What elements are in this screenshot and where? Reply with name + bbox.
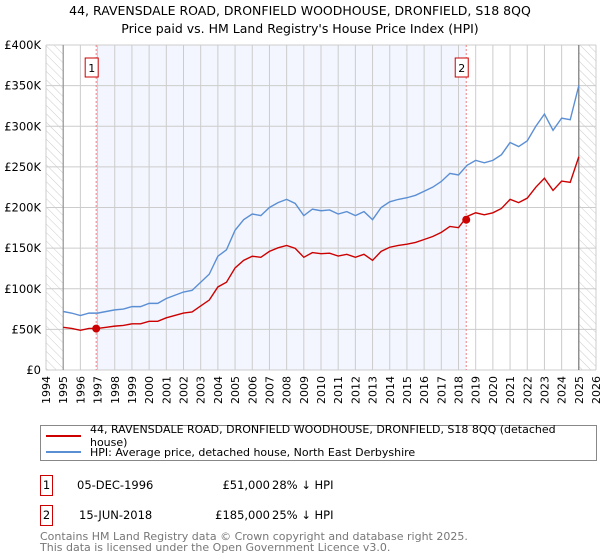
legend-blue-line — [46, 451, 81, 453]
x-tick-label: 2010 — [315, 376, 328, 404]
x-tick-label: 2015 — [401, 376, 414, 404]
legend-property: 44, RAVENSDALE ROAD, DRONFIELD WOODHOUSE… — [89, 423, 556, 449]
sale-label-box — [454, 57, 469, 78]
x-tick-label: 2023 — [538, 376, 551, 404]
transaction-row: 2 15-JUN-2018 £185,000 25% ↓ HPI — [40, 505, 440, 527]
sale-label: 1 — [88, 62, 95, 75]
x-tick-label: 2019 — [470, 376, 483, 404]
sale-point — [92, 324, 101, 333]
legend-hpi: HPI: Average price, detached house, Nort… — [90, 445, 416, 459]
transaction-date: 15-JUN-2018 — [79, 508, 153, 522]
transaction-price: £51,000 — [222, 478, 270, 492]
x-tick-label: 2024 — [556, 376, 569, 404]
x-tick-label: 2012 — [349, 376, 362, 404]
x-tick-label: 1995 — [57, 376, 70, 404]
chart-title: 44, RAVENSDALE ROAD, DRONFIELD WOODHOUSE… — [69, 3, 531, 18]
x-tick-label: 2014 — [384, 376, 397, 404]
y-tick-label: £100K — [4, 282, 41, 296]
footer-line-1: Contains HM Land Registry data © Crown c… — [40, 530, 468, 543]
transaction-delta: 28% ↓ HPI — [272, 478, 334, 492]
x-tick-label: 1997 — [92, 376, 105, 404]
transaction-date: 05-DEC-1996 — [77, 478, 154, 492]
x-tick-label: 2013 — [367, 376, 380, 404]
y-tick-label: £150K — [4, 241, 41, 255]
x-tick-label: 2022 — [521, 376, 534, 404]
y-tick-label: £0 — [26, 363, 41, 377]
sale-point — [462, 215, 471, 224]
x-tick-label: 2000 — [143, 376, 156, 404]
x-tick-label: 2026 — [590, 376, 600, 404]
price-chart: 1994 1995 1996 1997 1998 1999 2000 2001 2002 2003… — [4, 38, 600, 404]
x-tick-label: 2017 — [435, 376, 448, 404]
x-tick-label: 1994 — [40, 376, 53, 404]
x-tick-label: 2008 — [281, 376, 294, 404]
x-tick-label: 2005 — [229, 376, 242, 404]
y-tick-label: £400K — [4, 38, 41, 52]
chart-legend: 44, RAVENSDALE ROAD, DRONFIELD WOODHOUSE… — [40, 423, 597, 461]
y-tick-label: £50K — [12, 322, 42, 336]
property-line — [63, 156, 580, 331]
x-tick-label: 1998 — [109, 376, 122, 404]
x-tick-label: 2004 — [212, 376, 225, 404]
legend-red-line — [46, 435, 81, 437]
x-tick-label: 2001 — [160, 376, 173, 404]
transaction-badge: 1 — [40, 475, 53, 496]
x-tick-label: 2007 — [263, 376, 276, 404]
x-tick-label: 2016 — [418, 376, 431, 404]
y-tick-label: £300K — [4, 119, 41, 133]
chart-subtitle: Price paid vs. HM Land Registry's House … — [121, 21, 479, 36]
transaction-row: 1 05-DEC-1996 £51,000 28% ↓ HPI — [40, 475, 440, 497]
x-tick-label: 2025 — [573, 376, 586, 404]
x-tick-label: 2006 — [246, 376, 259, 404]
x-tick-label: 2011 — [332, 376, 345, 404]
x-tick-label: 2020 — [487, 376, 500, 404]
x-tick-label: 2018 — [453, 376, 466, 404]
x-tick-label: 2009 — [298, 376, 311, 404]
x-tick-label: 2021 — [504, 376, 517, 404]
transaction-delta: 25% ↓ HPI — [272, 508, 334, 522]
x-tick-label: 2003 — [195, 376, 208, 404]
hpi-line — [63, 85, 580, 317]
transaction-price: £185,000 — [215, 508, 270, 522]
y-tick-label: £200K — [4, 201, 41, 215]
sale-label: 2 — [458, 62, 465, 75]
x-tick-label: 1999 — [126, 376, 139, 404]
footer: Contains HM Land Registry data © Crown c… — [40, 531, 468, 553]
y-tick-label: £250K — [4, 160, 41, 174]
x-tick-label: 2002 — [178, 376, 191, 404]
y-tick-label: £350K — [4, 79, 41, 93]
x-tick-label: 1996 — [74, 376, 87, 404]
sale-label-box — [84, 57, 99, 78]
footer-line-2: This data is licensed under the Open Gov… — [40, 541, 391, 554]
transaction-badge: 2 — [40, 505, 53, 526]
